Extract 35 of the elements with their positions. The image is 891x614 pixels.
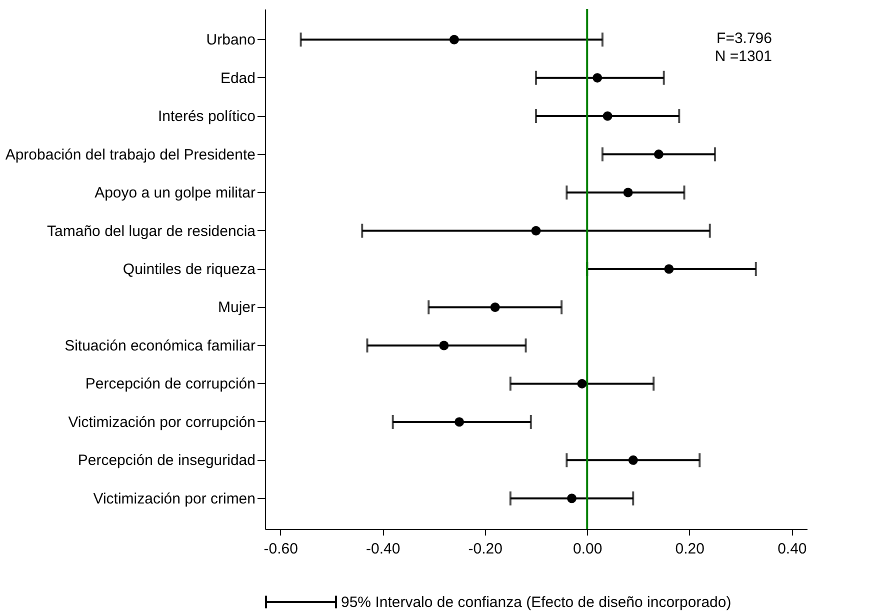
legend-label: 95% Intervalo de confianza (Efecto de diseño incorporado) xyxy=(341,594,732,611)
y-tick-label: Percepción de inseguridad xyxy=(78,452,256,470)
y-tick-label: Edad xyxy=(220,70,256,87)
point xyxy=(449,34,459,44)
y-tick-label: Mujer xyxy=(218,299,256,316)
y-tick-label: Tamaño del lugar de residencia xyxy=(47,222,256,240)
point xyxy=(490,302,500,312)
point xyxy=(664,264,674,274)
x-tick-label: -0.20 xyxy=(468,540,502,558)
point xyxy=(628,455,638,465)
x-tick-label: 0.00 xyxy=(573,540,602,558)
y-tick-label: Interés político xyxy=(158,108,256,126)
point xyxy=(592,73,602,83)
y-tick-label: Apoyo a un golpe militar xyxy=(94,184,256,202)
point xyxy=(654,150,664,160)
y-tick-label: Situación económica familiar xyxy=(64,337,256,354)
point xyxy=(577,378,587,388)
x-tick-label: -0.60 xyxy=(264,540,298,558)
point xyxy=(454,417,464,427)
y-tick-label: Victimización por crimen xyxy=(93,490,256,508)
point xyxy=(531,226,541,236)
point xyxy=(602,111,612,121)
annotation: N =1301 xyxy=(714,48,772,65)
x-tick-label: 0.20 xyxy=(675,540,704,558)
x-tick-label: 0.40 xyxy=(778,540,807,558)
point xyxy=(439,340,449,350)
y-tick-label: Victimización por corrupción xyxy=(68,414,256,431)
x-tick-label: -0.40 xyxy=(366,540,400,558)
y-tick-label: Aprobación del trabajo del Presidente xyxy=(5,146,256,164)
annotation: F=3.796 xyxy=(716,30,772,47)
y-tick-label: Urbano xyxy=(206,32,256,49)
y-tick-label: Percepción de corrupción xyxy=(85,376,256,393)
point xyxy=(567,494,577,504)
y-tick-label: Quintiles de riqueza xyxy=(122,261,256,278)
point xyxy=(623,188,633,198)
